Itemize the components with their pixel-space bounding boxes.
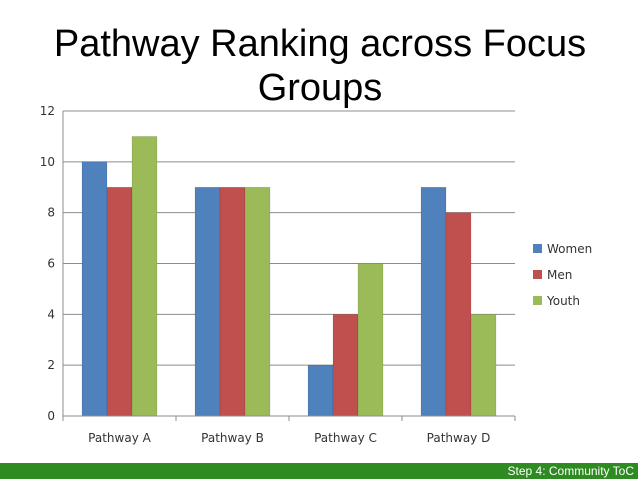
bar-women-1 [81,161,108,417]
bar-youth-4 [470,314,497,417]
bar-youth-2 [244,187,271,417]
bar-women-4 [420,187,447,417]
legend-label: Men [547,268,572,282]
x-category-label: Pathway C [314,431,377,445]
footer-label: Step 4: Community ToC [507,463,634,479]
x-category-label: Pathway A [88,431,151,445]
legend-swatch-women [533,244,542,253]
bars [81,136,497,417]
y-tick-label: 4 [47,307,55,321]
y-tick-label: 8 [47,206,55,220]
legend-label: Women [547,242,592,256]
bar-men-4 [445,212,472,417]
bar-men-1 [106,187,133,417]
bar-women-3 [307,364,334,417]
chart-title: Pathway Ranking across Focus Groups [53,23,587,109]
legend-label: Youth [546,294,580,308]
bar-women-2 [194,187,221,417]
x-category-label: Pathway B [201,431,264,445]
legend-swatch-youth [533,296,542,305]
legend: Women Men Youth [533,242,592,308]
x-category-label: Pathway D [427,431,491,445]
y-tick-label: 6 [47,257,55,271]
bar-men-2 [219,187,246,417]
bar-youth-3 [357,263,384,417]
y-tick-label: 12 [40,104,55,118]
y-tick-label: 2 [47,358,55,372]
y-tick-label: 10 [40,155,55,169]
bar-men-3 [332,314,359,417]
y-tick-label: 0 [47,409,55,423]
footer-bar: Step 4: Community ToC [0,463,638,479]
bar-youth-1 [131,136,158,417]
legend-swatch-men [533,270,542,279]
axes: 0 2 4 6 8 10 12 Pathway A Pathway B Pathway C Path… [40,104,516,445]
